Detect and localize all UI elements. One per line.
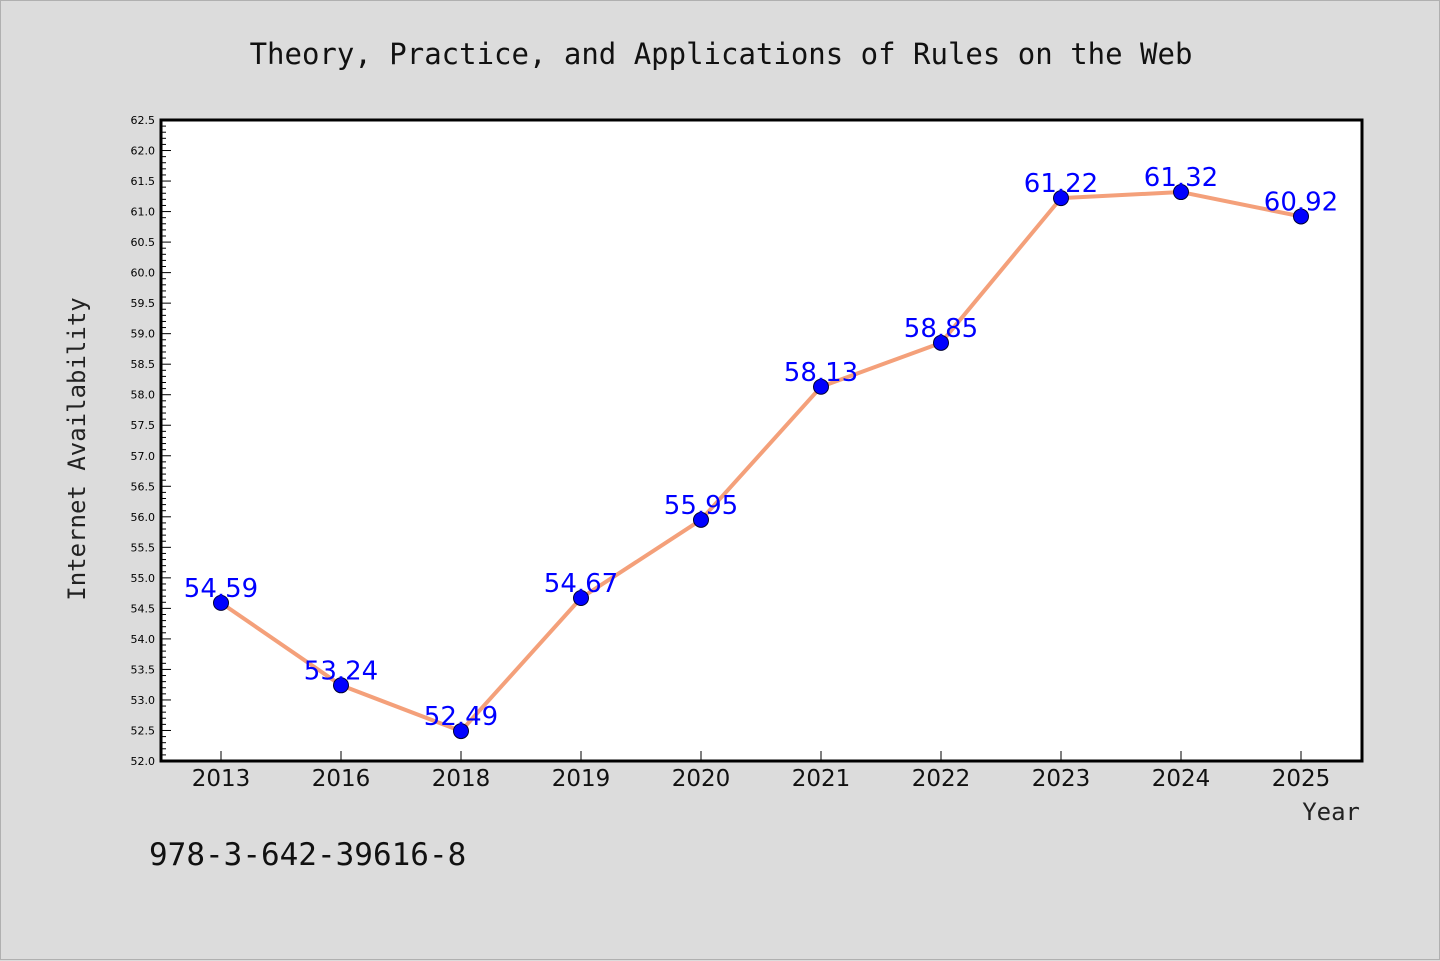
data-label: 54.59 — [184, 574, 258, 604]
x-tick-label: 2024 — [1152, 766, 1211, 792]
data-point — [1293, 208, 1309, 225]
x-tick-label: 2018 — [432, 766, 491, 792]
y-tick-label: 52.0 — [131, 755, 156, 768]
y-tick-label: 54.5 — [131, 602, 156, 615]
y-tick-label: 53.0 — [131, 694, 156, 707]
x-tick-label: 2019 — [552, 766, 611, 792]
y-tick-label: 57.5 — [131, 419, 156, 432]
data-point — [693, 511, 709, 528]
data-markers — [213, 184, 1309, 740]
data-point — [213, 594, 229, 611]
x-tick-label: 2021 — [792, 766, 851, 792]
isbn-footnote: 978-3-642-39616-8 — [149, 837, 466, 873]
data-label: 54.67 — [544, 569, 618, 599]
data-point — [1173, 184, 1189, 201]
y-tick-label: 56.0 — [131, 511, 156, 524]
y-tick-label: 58.5 — [131, 358, 156, 371]
y-axis-label: Internet Availability — [63, 297, 91, 600]
data-label: 58.13 — [784, 358, 858, 388]
y-tick-label: 52.5 — [131, 724, 156, 737]
x-tick-label: 2023 — [1032, 766, 1091, 792]
x-tick-label: 2025 — [1272, 766, 1331, 792]
data-point — [333, 677, 349, 694]
plot-area — [159, 118, 1364, 763]
series-line — [219, 190, 1303, 734]
y-tick-label: 60.0 — [131, 267, 156, 280]
y-tick-label: 54.0 — [131, 633, 156, 646]
y-tick-label: 53.5 — [131, 663, 156, 676]
y-tick-label: 61.0 — [131, 206, 156, 219]
y-tick-label: 59.5 — [131, 297, 156, 310]
y-tick-label: 62.0 — [131, 145, 156, 158]
y-tick-label: 55.0 — [131, 572, 156, 585]
x-tick-label: 2020 — [672, 766, 731, 792]
y-tick-label: 62.5 — [131, 114, 156, 127]
data-point — [1053, 190, 1069, 207]
data-label: 61.22 — [1024, 169, 1098, 199]
x-tick-label: 2013 — [192, 766, 251, 792]
y-tick-label: 61.5 — [131, 175, 156, 188]
y-axis: 52.0 52.5 53.0 53.5 54.0 54.5 55.0 55.5 56.0 56.5… — [131, 114, 171, 768]
y-tick-label: 60.5 — [131, 236, 156, 249]
y-tick-label: 55.5 — [131, 541, 156, 554]
data-label: 58.85 — [904, 314, 978, 344]
data-label: 55.95 — [664, 491, 738, 521]
data-label: 52.49 — [424, 702, 498, 732]
chart-title: Theory, Practice, and Applications of Ru… — [250, 37, 1193, 71]
x-tick-label: 2022 — [912, 766, 971, 792]
data-point — [573, 590, 589, 607]
x-tick-label: 2016 — [312, 766, 371, 792]
y-tick-label: 59.0 — [131, 328, 156, 341]
data-label: 60.92 — [1264, 187, 1338, 217]
y-tick-label: 56.5 — [131, 480, 156, 493]
data-labels: 54.59 53.24 52.49 54.67 55.95 58.13 58.85 61.22… — [184, 163, 1338, 732]
data-point — [813, 378, 829, 395]
y-tick-label: 58.0 — [131, 389, 156, 402]
x-axis-label: Year — [1302, 798, 1360, 826]
data-label: 53.24 — [304, 656, 378, 686]
y-tick-label: 57.0 — [131, 450, 156, 463]
data-point — [933, 334, 949, 351]
data-label: 61.32 — [1144, 163, 1218, 193]
data-point — [453, 723, 469, 740]
x-axis: 2013 2016 2018 2019 2020 2021 2022 2023 2024 2025 — [192, 751, 1331, 792]
